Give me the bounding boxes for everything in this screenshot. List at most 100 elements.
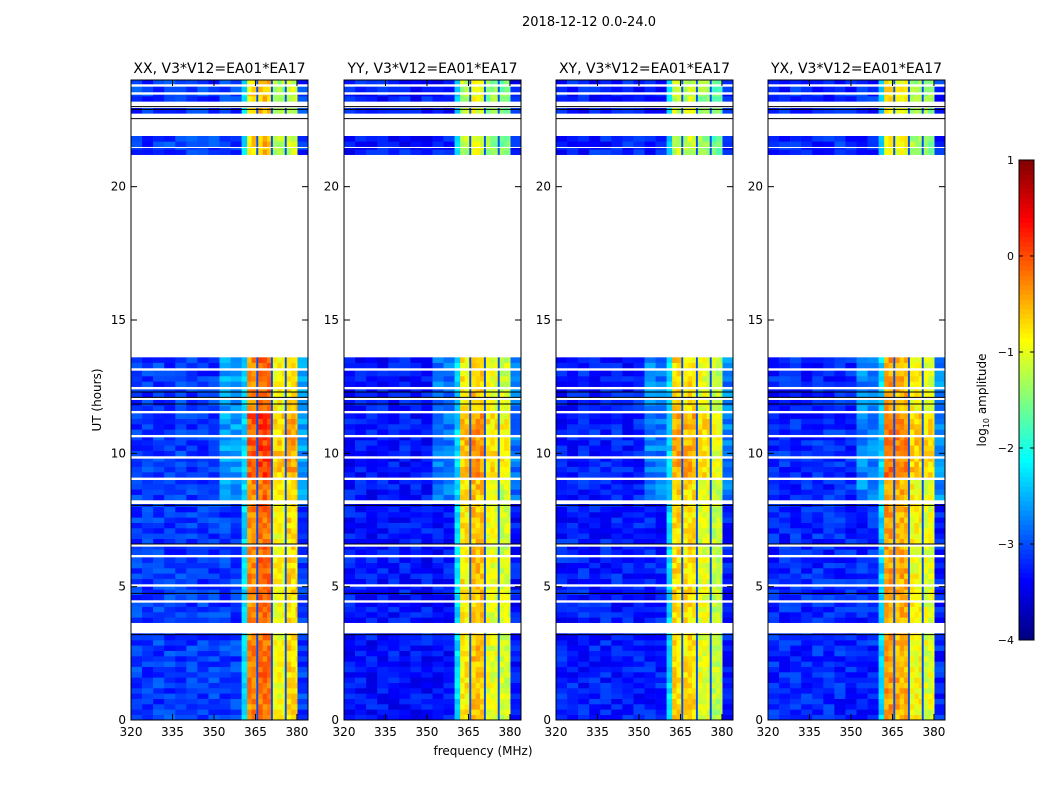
heatmap-cell: [286, 594, 292, 601]
heatmap-cell: [692, 688, 697, 694]
heatmap-cell: [153, 376, 165, 382]
heatmap-cell: [510, 141, 522, 147]
heatmap-cell: [175, 484, 187, 490]
heatmap-cell: [297, 612, 309, 618]
heatmap-cell: [388, 677, 400, 683]
heatmap-cell: [483, 606, 487, 613]
heatmap-cell: [295, 650, 298, 657]
heatmap-cell: [469, 617, 472, 623]
heatmap-cell: [432, 698, 444, 705]
heatmap-cell: [497, 704, 501, 710]
heatmap-cell: [692, 538, 697, 545]
heatmap-cell: [483, 370, 487, 377]
heatmap-cell: [284, 418, 288, 425]
heatmap-cell: [687, 594, 693, 601]
heatmap-cell: [676, 693, 682, 699]
heatmap-cell: [633, 612, 645, 618]
heatmap-cell: [421, 573, 433, 579]
heatmap-cell: [131, 494, 143, 501]
heatmap-cell: [655, 634, 667, 641]
heatmap-cell: [142, 549, 154, 555]
heatmap-cell: [251, 466, 257, 473]
heatmap-cell: [241, 506, 248, 513]
heatmap-cell: [695, 645, 699, 651]
heatmap-cell: [219, 517, 231, 523]
heatmap-cell: [230, 506, 242, 513]
heatmap-cell: [460, 512, 465, 518]
heatmap-cell: [247, 528, 252, 534]
heatmap-cell: [464, 96, 470, 102]
heatmap-cell: [475, 704, 481, 710]
heatmap-cell: [469, 370, 472, 377]
heatmap-cell: [251, 405, 257, 411]
y-tick-label: 0: [331, 713, 339, 727]
heatmap-cell: [186, 494, 198, 501]
heatmap-cell: [286, 634, 292, 641]
heatmap-cell: [460, 578, 465, 585]
heatmap-cell: [508, 94, 511, 97]
heatmap-cell: [475, 376, 481, 382]
heatmap-cell: [702, 568, 708, 574]
heatmap-cell: [687, 640, 693, 646]
heatmap-cell: [197, 528, 209, 534]
heatmap-cell: [131, 96, 143, 102]
heatmap-cell: [644, 666, 656, 673]
heatmap-cell: [567, 568, 579, 574]
heatmap-cell: [633, 661, 645, 667]
heatmap-cell: [706, 634, 711, 641]
heatmap-cell: [267, 148, 272, 150]
heatmap-cell: [497, 672, 501, 678]
heatmap-cell: [399, 645, 411, 651]
heatmap-cell: [443, 381, 455, 387]
heatmap-cell: [377, 714, 389, 721]
heatmap-cell: [644, 594, 656, 601]
heatmap-cell: [709, 557, 713, 563]
heatmap-cell: [443, 538, 455, 545]
heatmap-cell: [297, 512, 309, 518]
heatmap-cell: [644, 538, 656, 545]
heatmap-cell: [142, 698, 154, 705]
heatmap-cell: [281, 538, 286, 545]
heatmap-cell: [377, 86, 389, 93]
heatmap-cell: [388, 96, 400, 102]
heatmap-cell: [494, 568, 499, 574]
heatmap-cell: [410, 506, 422, 513]
heatmap-cell: [589, 677, 601, 683]
heatmap-cell: [262, 517, 268, 523]
heatmap-cell: [499, 573, 505, 579]
heatmap-cell: [655, 586, 667, 590]
heatmap-cell: [510, 413, 522, 419]
heatmap-cell: [291, 480, 296, 485]
heatmap-cell: [164, 440, 176, 446]
heatmap-cell: [421, 650, 433, 657]
heatmap-cell: [410, 405, 422, 411]
heatmap-cell: [421, 149, 433, 155]
heatmap-cell: [480, 148, 485, 150]
heatmap-cell: [399, 606, 411, 613]
heatmap-cell: [241, 538, 248, 545]
heatmap-cell: [286, 466, 292, 473]
heatmap-cell: [297, 370, 309, 377]
heatmap-cell: [499, 549, 505, 555]
heatmap-cell: [258, 512, 263, 518]
heatmap-cell: [291, 506, 296, 513]
heatmap-cell: [366, 108, 378, 114]
heatmap-cell: [443, 389, 455, 393]
heatmap-cell: [692, 586, 697, 590]
heatmap-cell: [267, 437, 272, 441]
heatmap-cell: [186, 578, 198, 585]
heatmap-cell: [272, 677, 278, 683]
heatmap-cell: [567, 682, 579, 689]
heatmap-cell: [480, 693, 485, 699]
heatmap-cell: [432, 645, 444, 651]
heatmap-cell: [464, 461, 470, 467]
heatmap-cell: [291, 494, 296, 501]
heatmap-cell: [377, 645, 389, 651]
heatmap-cell: [497, 661, 501, 667]
heatmap-cell: [251, 418, 257, 425]
heatmap-cell: [281, 450, 286, 457]
heatmap-cell: [421, 640, 433, 646]
heatmap-cell: [208, 376, 220, 382]
heatmap-cell: [443, 80, 455, 85]
heatmap-cell: [421, 688, 433, 694]
